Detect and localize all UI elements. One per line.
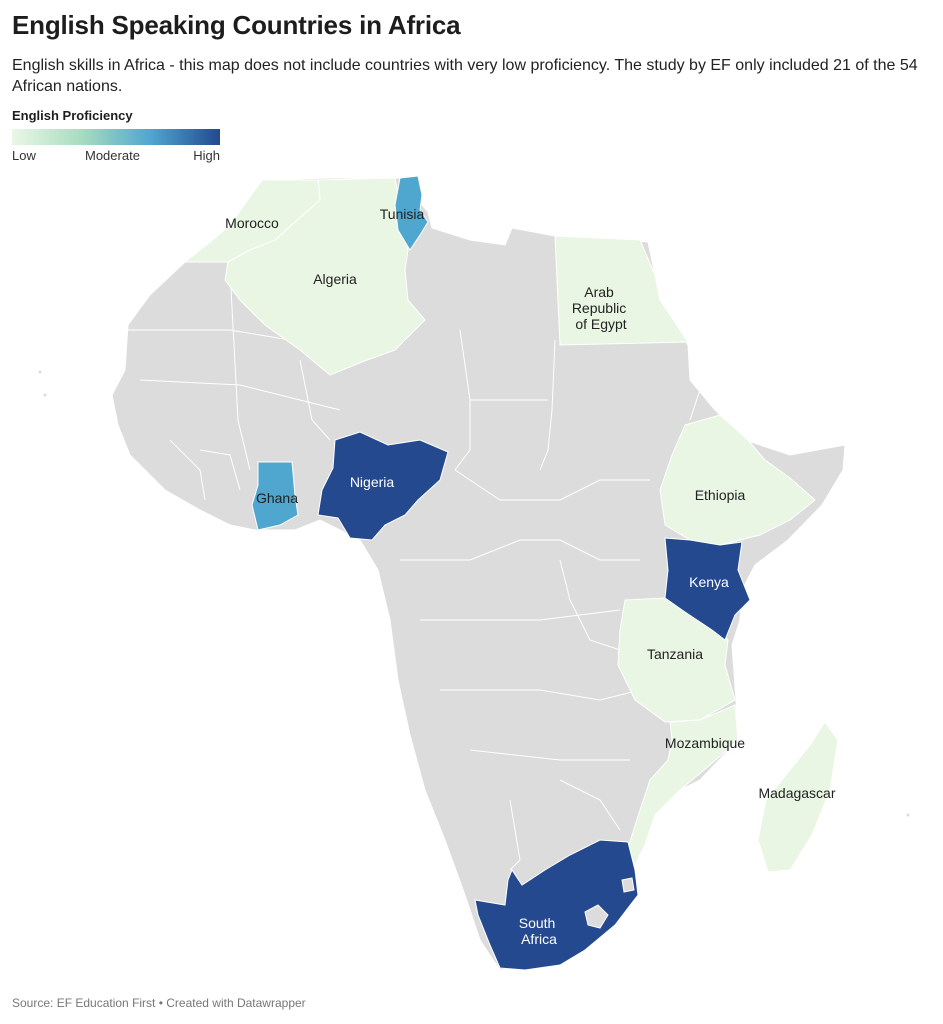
label-morocco: Morocco <box>225 215 279 231</box>
legend-moderate-label: Moderate <box>85 148 140 163</box>
country-mozambique[interactable] <box>627 704 739 867</box>
lesotho-enclave <box>584 904 609 929</box>
label-mozambique: Mozambique <box>665 735 745 751</box>
legend: English Proficiency Low Moderate High <box>12 108 222 166</box>
source-note: Source: EF Education First • Created wit… <box>12 996 306 1010</box>
label-nigeria: Nigeria <box>350 474 395 490</box>
island-dot <box>906 813 910 817</box>
label-south-africa: South Africa <box>519 915 559 947</box>
legend-labels: Low Moderate High <box>12 148 222 166</box>
country-madagascar[interactable] <box>757 721 839 873</box>
country-algeria[interactable] <box>224 177 426 376</box>
legend-color-scale <box>12 129 220 145</box>
country-ghana[interactable] <box>251 461 299 531</box>
island-dot <box>43 393 47 397</box>
label-algeria: Algeria <box>313 271 357 287</box>
country-south-africa[interactable] <box>474 839 639 971</box>
label-tunisia: Tunisia <box>380 206 425 222</box>
country-tunisia[interactable] <box>394 175 429 251</box>
country-labels: Morocco Algeria Tunisia Arab Republic of… <box>225 206 836 947</box>
label-egypt-line-2: Republic <box>572 300 626 316</box>
label-madagascar: Madagascar <box>758 785 835 801</box>
island-dot <box>38 370 42 374</box>
label-ethiopia: Ethiopia <box>695 487 746 503</box>
eswatini-enclave <box>621 877 635 893</box>
internal-borders <box>128 269 701 871</box>
label-tanzania: Tanzania <box>647 646 703 662</box>
chart-subtitle: English skills in Africa - this map does… <box>12 57 918 95</box>
country-nigeria[interactable] <box>317 431 449 541</box>
label-egypt: Arab Republic of Egypt <box>572 284 630 332</box>
label-kenya: Kenya <box>689 574 729 590</box>
label-south-africa-line-2: Africa <box>521 931 557 947</box>
label-south-africa-line-1: South <box>519 915 556 931</box>
legend-title: English Proficiency <box>12 108 133 123</box>
legend-high-label: High <box>193 148 220 163</box>
legend-low-label: Low <box>12 148 36 163</box>
label-ghana: Ghana <box>256 490 298 506</box>
country-kenya[interactable] <box>664 537 751 641</box>
label-egypt-line-3: of Egypt <box>575 316 626 332</box>
country-ethiopia[interactable] <box>659 414 816 546</box>
chart-title: English Speaking Countries in Africa <box>12 10 461 40</box>
country-egypt[interactable] <box>554 235 689 346</box>
label-egypt-line-1: Arab <box>584 284 614 300</box>
